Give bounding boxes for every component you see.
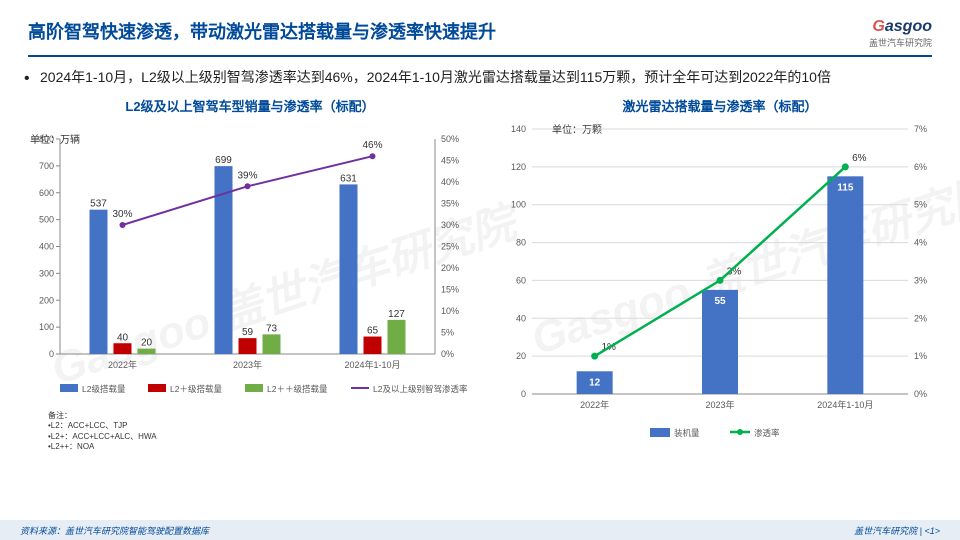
svg-text:140: 140 [511,124,526,134]
svg-text:7%: 7% [914,124,927,134]
svg-text:5%: 5% [441,328,454,338]
footer-source: 资料来源：盖世汽车研究院智能驾驶配置数据库 [20,524,209,537]
svg-text:0: 0 [49,349,54,359]
svg-text:73: 73 [266,323,278,334]
chart2-title: 激光雷达搭载量与渗透率（标配） [490,96,950,115]
svg-text:20: 20 [141,338,153,349]
svg-text:2%: 2% [914,313,927,323]
svg-text:20%: 20% [441,263,459,273]
svg-text:0%: 0% [441,349,454,359]
svg-text:40: 40 [516,313,526,323]
svg-text:0: 0 [521,389,526,399]
svg-text:20: 20 [516,351,526,361]
svg-text:渗透率: 渗透率 [754,428,780,438]
chart1-title: L2级及以上智驾车型销量与渗透率（标配） [20,96,480,115]
svg-text:6%: 6% [914,162,927,172]
svg-text:2022年: 2022年 [580,399,609,410]
svg-text:46%: 46% [362,140,382,151]
svg-text:L2级搭载量: L2级搭载量 [82,384,126,394]
svg-text:0%: 0% [914,389,927,399]
svg-text:500: 500 [39,215,54,225]
svg-text:L2＋级搭载量: L2＋级搭载量 [170,384,222,394]
svg-text:65: 65 [367,326,379,337]
summary-bullet: 2024年1-10月，L2级以上级别智驾渗透率达到46%，2024年1-10月激… [0,67,960,96]
svg-text:单位：万辆: 单位：万辆 [30,133,80,146]
svg-text:127: 127 [388,309,405,320]
svg-text:59: 59 [242,327,254,338]
svg-text:40%: 40% [441,177,459,187]
chart1-svg: 单位：万辆 0 100 200 300 400 500 600 700 800 0% 5% 10% 15%… [20,119,480,409]
svg-text:100: 100 [39,322,54,332]
svg-text:40: 40 [117,332,129,343]
svg-text:L2及以上级别智驾渗透率: L2及以上级别智驾渗透率 [373,384,468,394]
svg-text:115: 115 [837,182,854,193]
chart2-svg: 单位：万颗0204060801001201400%1%2%3%4%5%6%7%1… [490,119,950,449]
svg-text:60: 60 [516,275,526,285]
svg-text:800: 800 [39,134,54,144]
svg-text:699: 699 [215,155,232,166]
svg-text:45%: 45% [441,156,459,166]
svg-text:30%: 30% [112,209,132,220]
svg-text:55: 55 [714,296,726,307]
svg-text:2022年: 2022年 [108,359,137,370]
svg-text:装机量: 装机量 [674,428,700,438]
svg-text:6%: 6% [852,153,867,164]
svg-text:4%: 4% [914,238,927,248]
svg-text:631: 631 [340,173,357,184]
chart-left: L2级及以上智驾车型销量与渗透率（标配） 单位：万辆 0 100 200 300 400 5… [20,96,480,453]
svg-text:50%: 50% [441,134,459,144]
svg-text:39%: 39% [237,170,257,181]
svg-text:400: 400 [39,242,54,252]
svg-text:3%: 3% [914,275,927,285]
brand-logo: Gasgoo 盖世汽车研究院 [869,18,932,49]
svg-text:200: 200 [39,295,54,305]
svg-text:2023年: 2023年 [233,359,262,370]
svg-text:25%: 25% [441,242,459,252]
chart-right: 激光雷达搭载量与渗透率（标配） 单位：万颗0204060801001201400… [490,96,950,453]
svg-text:100: 100 [511,200,526,210]
chart1-notes: 备注： •L2：ACC+LCC、TJP •L2+：ACC+LCC+ALC、HWA… [20,409,480,453]
svg-text:80: 80 [516,238,526,248]
svg-text:600: 600 [39,188,54,198]
svg-text:2024年1-10月: 2024年1-10月 [817,399,873,410]
svg-text:537: 537 [90,199,107,210]
svg-text:300: 300 [39,268,54,278]
svg-text:15%: 15% [441,285,459,295]
svg-text:1%: 1% [914,351,927,361]
svg-text:35%: 35% [441,199,459,209]
svg-text:12: 12 [589,377,601,388]
page-title: 高阶智驾快速渗透，带动激光雷达搭载量与渗透率快速提升 [28,18,496,44]
svg-text:5%: 5% [914,200,927,210]
svg-text:L2＋＋级搭载量: L2＋＋级搭载量 [267,384,328,394]
svg-text:10%: 10% [441,306,459,316]
header-divider [28,55,932,57]
page-footer: 资料来源：盖世汽车研究院智能驾驶配置数据库 盖世汽车研究院 | <1> [0,520,960,540]
svg-text:700: 700 [39,161,54,171]
svg-text:2023年: 2023年 [705,399,734,410]
svg-text:30%: 30% [441,220,459,230]
footer-page: 盖世汽车研究院 | <1> [854,524,940,537]
svg-text:120: 120 [511,162,526,172]
svg-text:2024年1-10月: 2024年1-10月 [344,359,400,370]
